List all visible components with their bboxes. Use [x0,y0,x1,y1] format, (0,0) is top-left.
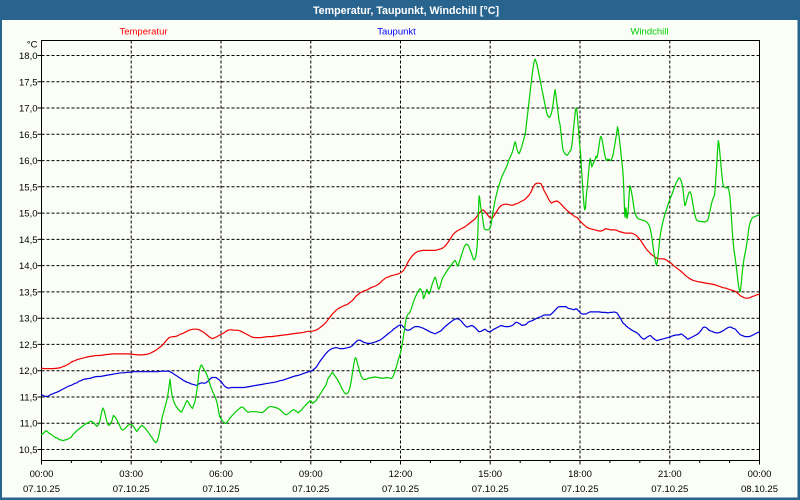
svg-text:17,0: 17,0 [19,104,38,115]
svg-text:11,5: 11,5 [20,393,38,404]
svg-text:13,5: 13,5 [19,287,38,298]
svg-text:15:00: 15:00 [478,469,502,480]
svg-text:03:00: 03:00 [119,469,143,480]
svg-text:18,0: 18,0 [19,51,38,62]
svg-text:Windchill: Windchill [630,27,668,38]
svg-text:06:00: 06:00 [209,469,233,480]
svg-text:07.10.25: 07.10.25 [651,484,688,495]
svg-text:08.10.25: 08.10.25 [741,484,778,495]
svg-text:07.10.25: 07.10.25 [203,484,240,495]
svg-text:17,5: 17,5 [19,77,38,88]
svg-text:15,5: 15,5 [19,182,38,193]
svg-text:07.10.25: 07.10.25 [113,484,150,495]
svg-text:00:00: 00:00 [30,469,54,480]
svg-text:07.10.25: 07.10.25 [23,484,60,495]
svg-text:15,0: 15,0 [19,209,38,220]
svg-text:07.10.25: 07.10.25 [382,484,419,495]
svg-text:14,0: 14,0 [19,261,38,272]
svg-text:09:00: 09:00 [299,469,323,480]
svg-text:12,5: 12,5 [19,340,38,351]
svg-text:07.10.25: 07.10.25 [562,484,599,495]
svg-text:12:00: 12:00 [389,469,413,480]
svg-text:10,5: 10,5 [19,445,38,456]
svg-text:Temperatur, Taupunkt, Windchil: Temperatur, Taupunkt, Windchill [°C] [313,5,499,17]
svg-text:Taupunkt: Taupunkt [377,27,416,38]
svg-text:00:00: 00:00 [748,469,772,480]
svg-text:07.10.25: 07.10.25 [292,484,329,495]
svg-text:16,5: 16,5 [19,130,38,141]
svg-text:18:00: 18:00 [568,469,592,480]
svg-text:21:00: 21:00 [658,469,682,480]
svg-text:13,0: 13,0 [19,314,38,325]
svg-text:11,0: 11,0 [20,419,38,430]
svg-text:Temperatur: Temperatur [119,27,167,38]
svg-text:12,0: 12,0 [19,366,38,377]
svg-text:14,5: 14,5 [19,235,38,246]
svg-text:07.10.25: 07.10.25 [472,484,509,495]
svg-text:16,0: 16,0 [19,156,38,167]
svg-text:°C: °C [27,40,38,51]
